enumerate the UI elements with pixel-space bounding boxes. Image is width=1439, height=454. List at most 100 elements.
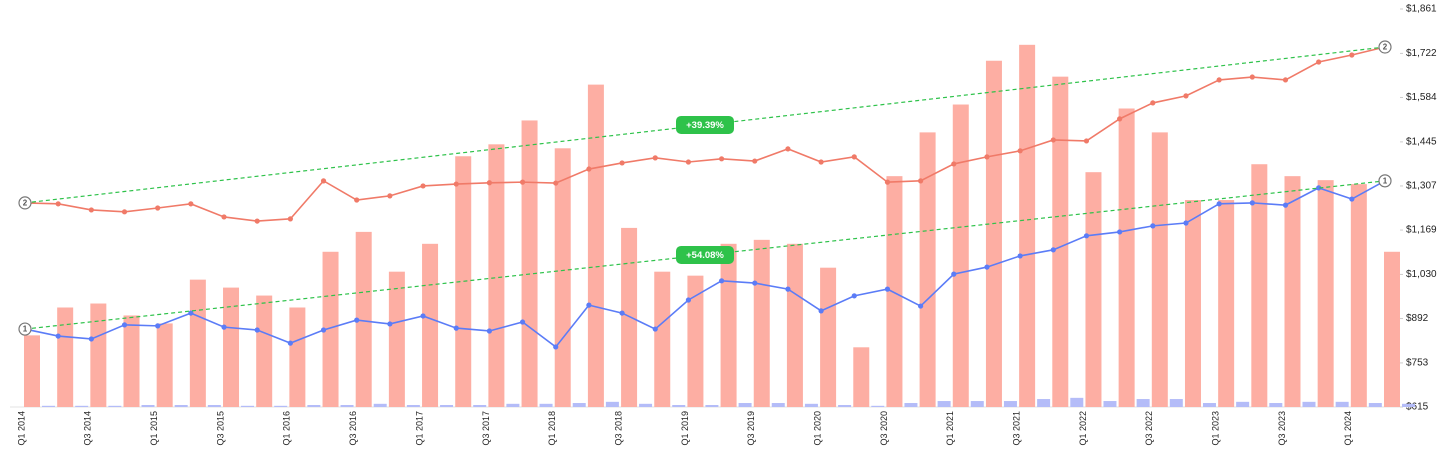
bar	[1218, 200, 1235, 407]
bar	[786, 243, 803, 407]
bar	[1003, 401, 1017, 407]
y-tick-label: $1,307	[1406, 181, 1437, 192]
point	[1282, 202, 1289, 208]
point	[785, 146, 791, 152]
bar	[820, 267, 837, 407]
bar	[388, 271, 405, 407]
point	[88, 207, 94, 213]
point	[851, 293, 857, 299]
point	[1017, 148, 1023, 154]
bar	[572, 403, 586, 407]
point	[188, 201, 194, 207]
point	[1050, 247, 1056, 253]
point	[287, 216, 293, 222]
point	[785, 286, 791, 292]
point	[188, 310, 194, 316]
bar	[373, 403, 387, 407]
bar	[1118, 108, 1135, 407]
bar	[355, 231, 372, 407]
bar	[174, 405, 188, 407]
bar	[687, 275, 704, 407]
x-tick-label: Q3 2019	[746, 411, 756, 446]
point	[1216, 77, 1222, 83]
trend-marker	[18, 322, 32, 336]
bar	[1136, 399, 1150, 407]
bar	[289, 307, 306, 407]
point	[121, 209, 128, 215]
point	[1150, 100, 1156, 106]
point	[586, 302, 592, 308]
point	[553, 344, 559, 350]
trend-marker-label: 2	[23, 198, 28, 207]
bar	[141, 405, 155, 407]
point	[320, 178, 327, 184]
bar	[90, 303, 107, 407]
bar	[753, 239, 770, 407]
point	[519, 319, 526, 325]
point	[1249, 200, 1255, 206]
bar	[904, 403, 918, 407]
bar	[307, 405, 321, 407]
bar	[1350, 184, 1367, 407]
point	[453, 325, 459, 331]
x-tick-label: Q1 2016	[282, 411, 292, 446]
point	[619, 160, 625, 166]
point	[287, 340, 293, 346]
bar	[75, 405, 89, 407]
bar	[455, 156, 472, 407]
point	[155, 205, 161, 211]
x-tick-label: Q3 2016	[348, 411, 358, 446]
trend-marker-label: 2	[1383, 43, 1388, 52]
y-tick-label: $1,169	[1406, 225, 1437, 236]
x-tick-label: Q1 2017	[414, 411, 424, 446]
x-tick-label: Q1 2021	[945, 411, 955, 446]
trend-marker-label: 1	[23, 325, 28, 334]
point	[254, 327, 260, 333]
point	[1282, 77, 1289, 83]
bar	[919, 132, 936, 407]
x-tick-label: Q3 2022	[1144, 411, 1154, 446]
bar	[871, 405, 885, 407]
point	[884, 286, 891, 292]
point	[1050, 137, 1056, 143]
bar	[24, 335, 40, 407]
x-tick-label: Q3 2020	[879, 411, 889, 446]
bar	[1052, 76, 1069, 407]
trend-badge	[676, 245, 734, 264]
bar	[207, 405, 221, 407]
bar	[406, 405, 420, 407]
point	[88, 336, 94, 342]
point	[221, 324, 227, 330]
y-tick-label: $1,584	[1406, 92, 1437, 103]
point	[320, 327, 327, 333]
x-tick-label: Q1 2020	[812, 411, 822, 446]
bar	[720, 243, 737, 407]
x-tick-label: Q3 2015	[215, 411, 225, 446]
point	[486, 328, 492, 334]
point	[851, 154, 857, 160]
bar	[738, 403, 752, 407]
bar	[521, 120, 538, 407]
bar	[952, 104, 969, 408]
bar	[473, 405, 487, 407]
point	[685, 297, 692, 303]
bar	[672, 405, 686, 407]
point	[1249, 74, 1255, 80]
bar	[340, 405, 354, 407]
bar	[1384, 251, 1400, 407]
point	[951, 271, 957, 277]
point	[818, 308, 824, 314]
bar	[274, 405, 288, 407]
point	[420, 313, 426, 319]
point	[818, 159, 824, 165]
bar	[937, 401, 951, 407]
point	[1349, 52, 1355, 58]
point	[55, 201, 61, 207]
point	[1150, 223, 1156, 229]
point	[387, 321, 393, 327]
point	[1083, 233, 1090, 239]
y-tick-label: $1,722	[1406, 48, 1437, 59]
trend-label: +39.39%	[686, 120, 724, 131]
bar	[1070, 397, 1084, 407]
